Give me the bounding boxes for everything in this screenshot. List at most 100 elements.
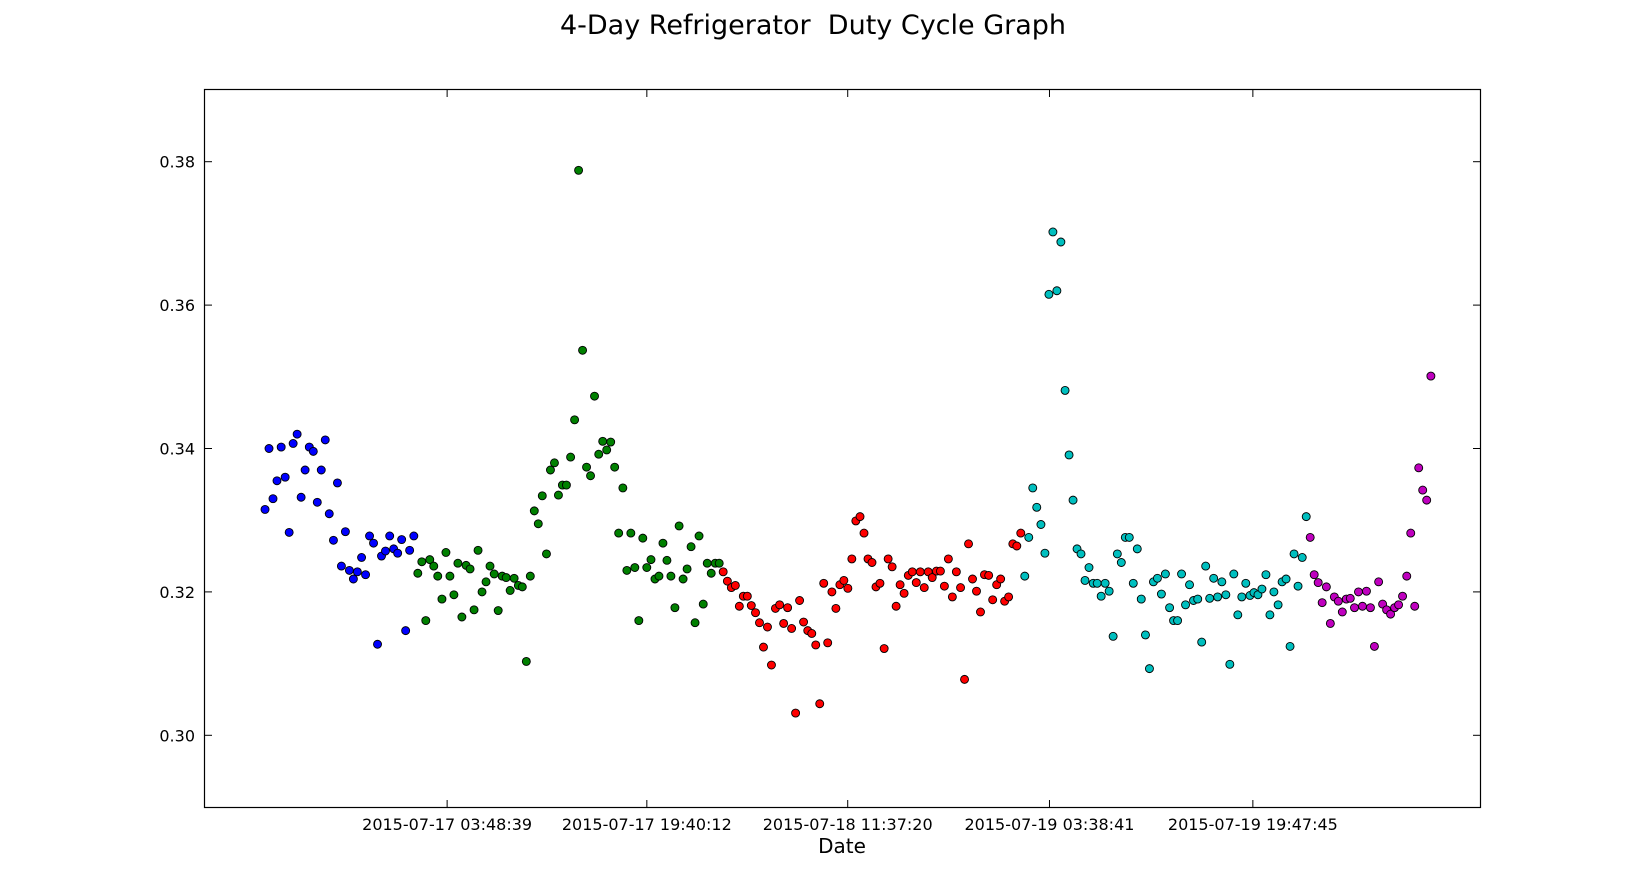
data-point-series-4 xyxy=(1116,558,1126,567)
data-point-series-2 xyxy=(493,606,503,615)
data-point-series-4 xyxy=(1032,502,1042,512)
data-point-series-2 xyxy=(429,561,439,571)
data-point-series-4 xyxy=(1060,385,1070,395)
data-point-series-1 xyxy=(352,567,362,577)
data-point-series-5 xyxy=(1386,609,1396,619)
data-point-series-5 xyxy=(1337,607,1347,617)
data-point-series-3 xyxy=(943,554,953,564)
data-point-series-1 xyxy=(401,626,411,636)
data-point-series-3 xyxy=(915,567,925,577)
data-point-series-4 xyxy=(1068,495,1078,505)
data-point-series-4 xyxy=(1160,569,1170,579)
data-point-series-2 xyxy=(425,555,435,565)
data-point-series-4 xyxy=(1024,532,1034,542)
data-point-series-4 xyxy=(1225,659,1235,669)
data-point-series-4 xyxy=(1265,610,1275,620)
data-point-series-2 xyxy=(658,538,668,548)
data-point-series-2 xyxy=(542,549,551,559)
data-point-series-4 xyxy=(1281,574,1291,584)
data-point-series-4 xyxy=(1285,641,1295,651)
data-point-series-3 xyxy=(988,595,998,605)
data-point-series-1 xyxy=(409,531,419,541)
data-point-series-3 xyxy=(1016,528,1026,538)
data-point-series-2 xyxy=(449,590,459,600)
data-point-series-3 xyxy=(722,576,732,586)
data-point-series-4 xyxy=(1201,561,1211,571)
data-point-series-4 xyxy=(1269,587,1279,597)
data-point-series-5 xyxy=(1402,571,1412,581)
data-point-series-5 xyxy=(1321,582,1331,592)
x-tick-label: 2015-07-17 03:48:39 xyxy=(362,815,532,834)
data-point-series-3 xyxy=(883,554,893,564)
data-point-series-2 xyxy=(690,618,700,628)
data-point-series-2 xyxy=(533,519,543,529)
data-point-series-1 xyxy=(344,565,354,575)
data-point-series-2 xyxy=(674,521,684,531)
data-point-series-3 xyxy=(964,539,973,549)
data-point-series-3 xyxy=(887,562,897,572)
data-point-series-4 xyxy=(1048,227,1058,237)
data-point-series-3 xyxy=(823,638,833,648)
data-point-series-5 xyxy=(1362,586,1371,596)
y-tick-label: 0.38 xyxy=(159,153,195,172)
data-point-series-3 xyxy=(767,660,776,670)
chart-title: 4-Day Refrigerator Duty Cycle Graph xyxy=(559,10,1067,41)
data-point-series-5 xyxy=(1309,570,1319,580)
data-point-series-4 xyxy=(1241,578,1251,588)
data-point-series-4 xyxy=(1261,570,1271,580)
data-point-series-3 xyxy=(1012,541,1022,551)
data-point-series-3 xyxy=(819,578,829,588)
data-point-series-5 xyxy=(1358,601,1367,611)
data-point-series-5 xyxy=(1394,600,1404,610)
y-tick-label: 0.30 xyxy=(159,726,195,745)
data-point-series-2 xyxy=(517,582,527,592)
data-point-series-4 xyxy=(1108,631,1118,641)
data-point-series-5 xyxy=(1345,593,1355,603)
data-point-series-1 xyxy=(328,535,338,545)
data-point-series-1 xyxy=(308,446,318,456)
data-point-series-3 xyxy=(907,567,917,577)
data-point-series-3 xyxy=(879,644,889,653)
data-point-series-3 xyxy=(847,554,857,564)
data-point-series-3 xyxy=(947,592,957,602)
data-point-series-4 xyxy=(1096,591,1106,601)
data-point-series-4 xyxy=(1056,237,1066,247)
data-point-series-2 xyxy=(413,568,423,578)
data-point-series-1 xyxy=(332,478,342,488)
data-point-series-2 xyxy=(473,545,483,555)
data-point-series-1 xyxy=(357,553,367,562)
data-point-series-5 xyxy=(1426,371,1436,381)
data-point-series-5 xyxy=(1398,591,1408,601)
data-point-series-4 xyxy=(1217,577,1227,587)
data-point-series-1 xyxy=(365,531,374,541)
data-point-series-3 xyxy=(718,567,728,577)
data-point-series-2 xyxy=(566,452,576,462)
data-point-series-1 xyxy=(397,535,407,545)
x-tick-label: 2015-07-17 19:40:12 xyxy=(562,815,732,834)
data-point-series-3 xyxy=(742,591,752,601)
data-point-series-3 xyxy=(791,708,801,718)
data-point-series-3 xyxy=(730,580,740,590)
data-point-series-5 xyxy=(1317,598,1327,608)
data-point-series-3 xyxy=(935,566,945,576)
data-point-series-4 xyxy=(1297,553,1307,562)
data-point-series-1 xyxy=(292,429,302,439)
data-point-series-1 xyxy=(369,538,378,548)
data-point-series-2 xyxy=(670,603,680,613)
data-point-series-4 xyxy=(1205,593,1215,603)
data-point-series-2 xyxy=(437,594,447,604)
data-point-series-2 xyxy=(469,605,479,615)
data-point-series-2 xyxy=(546,465,555,475)
data-point-series-3 xyxy=(751,608,760,618)
data-point-series-4 xyxy=(1028,483,1038,493)
data-point-series-2 xyxy=(553,490,563,500)
data-point-series-3 xyxy=(795,596,805,605)
data-point-series-4 xyxy=(1112,549,1122,559)
y-tick-label: 0.34 xyxy=(159,440,195,459)
data-point-series-3 xyxy=(807,629,817,638)
plot-area xyxy=(203,88,1482,809)
data-point-series-3 xyxy=(811,640,821,650)
data-point-series-2 xyxy=(578,345,588,355)
data-point-series-4 xyxy=(1293,581,1303,591)
